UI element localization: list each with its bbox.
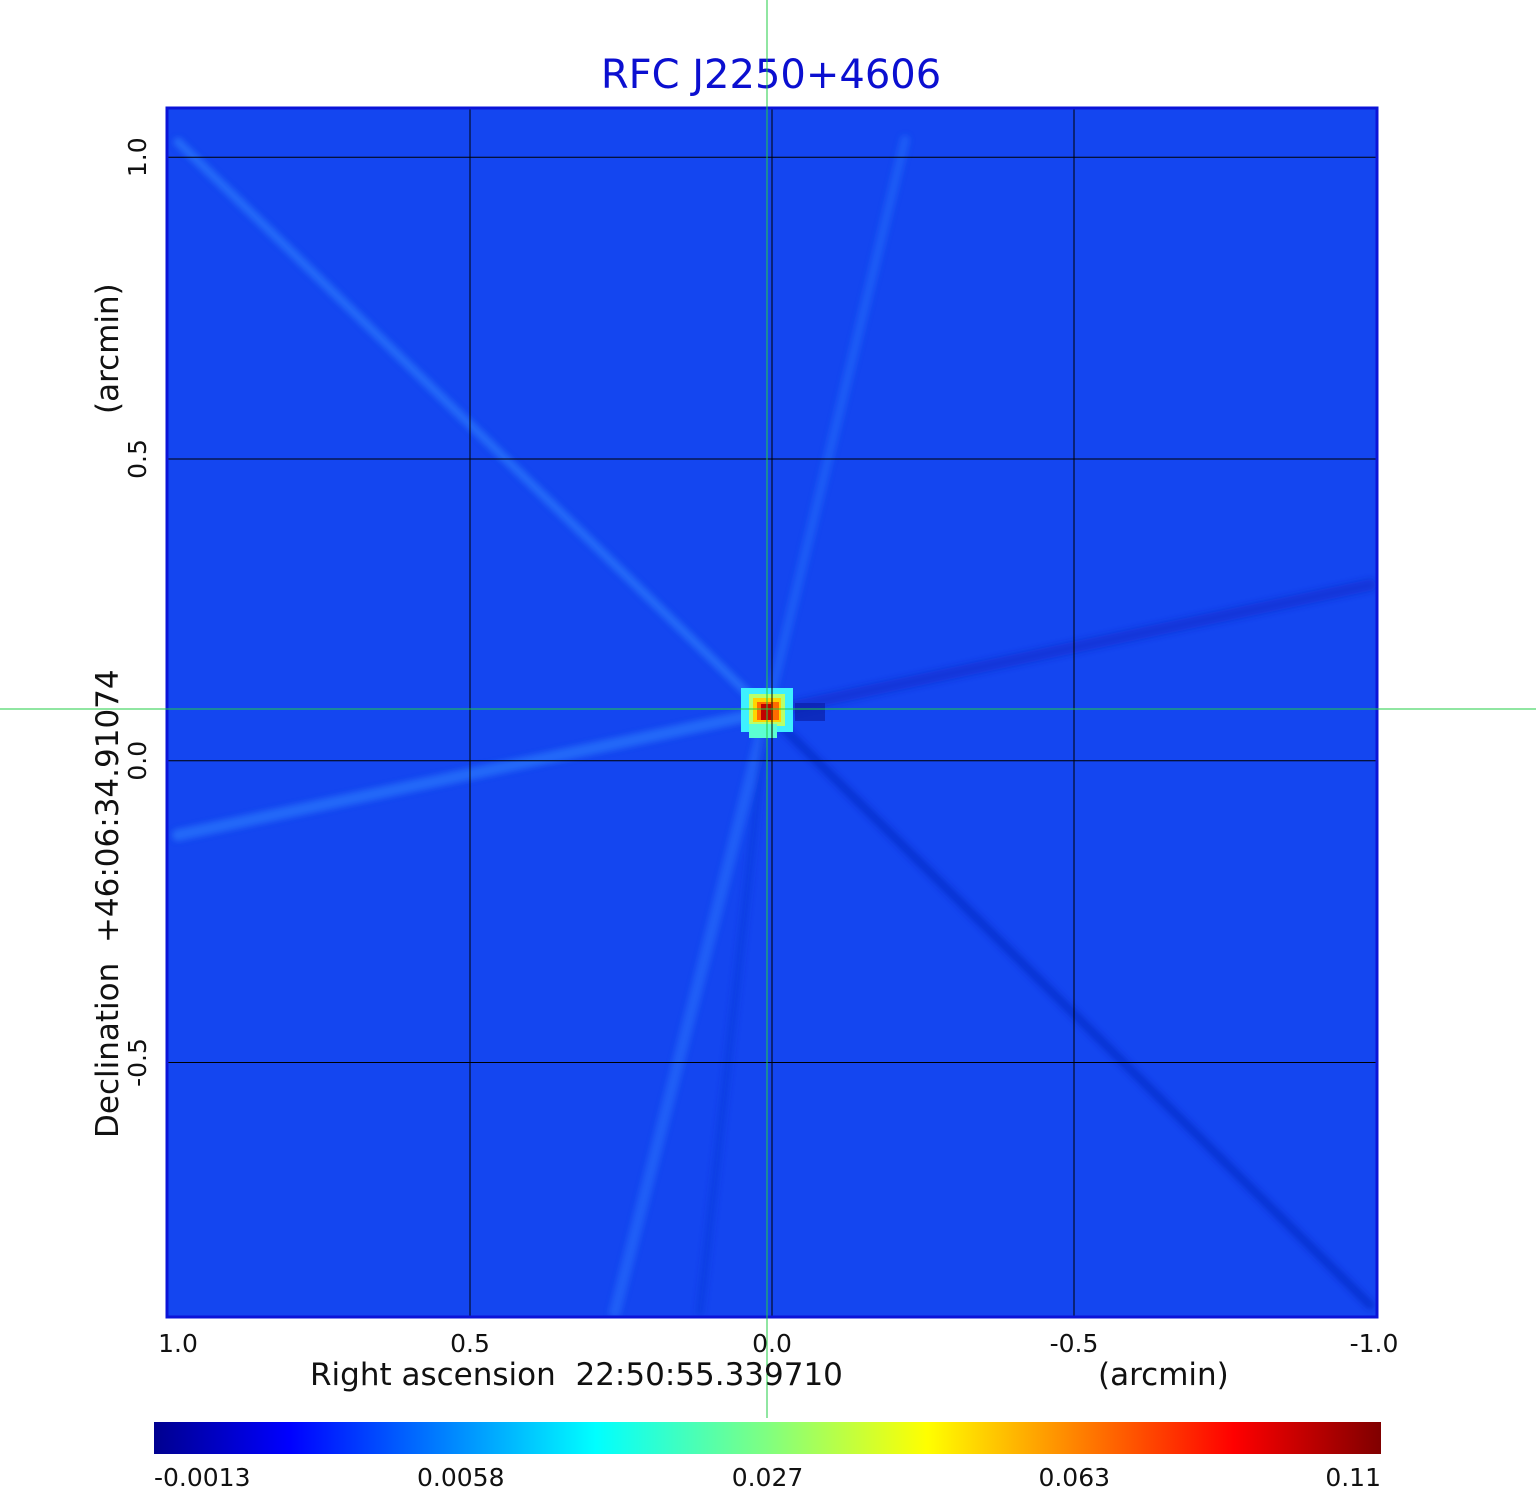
x-axis-label: Right ascension 22:50:55.339710 [310,1357,843,1393]
x-tick-label: 0.0 [752,1329,792,1358]
streak [762,135,910,717]
colorbar-tick-label: -0.0013 [154,1463,251,1492]
streak [609,706,773,1316]
y-tick-label: 1.0 [123,137,152,177]
sidelobe-streaks [172,135,1376,1316]
x-tick-labels: 1.0 0.5 0.0 -0.5 -1.0 [158,1329,1398,1358]
streak [762,707,1375,1310]
y-axis-label: Declination +46:06:34.91074 [90,669,126,1138]
streak [173,137,772,717]
y-axis-unit: (arcmin) [90,283,126,414]
colorbar [154,1422,1381,1454]
colorbar-tick-label: 0.027 [732,1463,804,1492]
colorbar-tick-label: 0.063 [1038,1463,1110,1492]
x-tick-label: 0.5 [450,1329,490,1358]
colorbar-tick-labels: -0.0013 0.0058 0.027 0.063 0.11 [154,1463,1381,1492]
x-axis-unit: (arcmin) [1098,1357,1229,1393]
streak [172,706,773,841]
x-tick-label: -1.0 [1350,1329,1399,1358]
chart-title: RFC J2250+4606 [601,52,941,98]
y-tick-label: 0.5 [123,439,152,479]
streak [696,708,771,1316]
y-tick-labels: 1.0 0.5 0.0 -0.5 [123,137,152,1087]
y-tick-label: -0.5 [123,1038,152,1087]
streak [761,579,1376,718]
crosshair [0,0,1536,1418]
colorbar-tick-label: 0.11 [1325,1463,1381,1492]
x-tick-label: 1.0 [158,1329,198,1358]
coordinate-grid [168,109,1376,1316]
x-tick-label: -0.5 [1050,1329,1099,1358]
plot-frame [165,106,1379,1319]
y-tick-label: 0.0 [123,741,152,781]
colorbar-tick-label: 0.0058 [417,1463,504,1492]
